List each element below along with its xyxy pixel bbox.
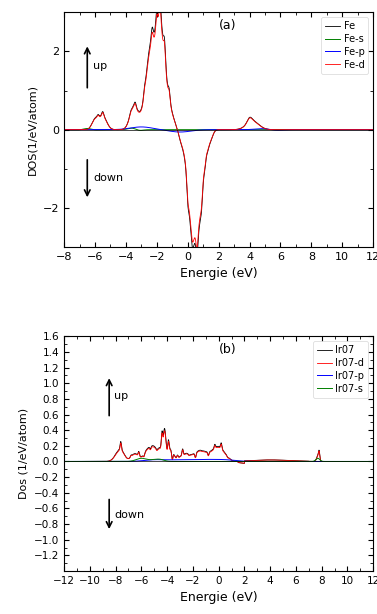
- Ir07-d: [133, 451, 138, 458]
- Ir07-d: [62, 458, 66, 465]
- Ir07-d: [369, 458, 373, 465]
- Fe-d: [316, 126, 321, 133]
- Fe-d: [180, 143, 184, 150]
- Fe-d: [293, 126, 297, 133]
- Y-axis label: DOS(1/eV/atom): DOS(1/eV/atom): [27, 84, 37, 175]
- Ir07: [369, 458, 373, 465]
- Ir07-s: [371, 458, 375, 465]
- Legend: Ir07, Ir07-d, Ir07-p, Ir07-s: Ir07, Ir07-d, Ir07-p, Ir07-s: [313, 341, 368, 398]
- Fe-s: [247, 126, 252, 133]
- Ir07: [62, 458, 66, 465]
- Ir07-s: [62, 458, 66, 465]
- Ir07-p: [369, 458, 373, 465]
- Ir07: [201, 447, 205, 454]
- Ir07-p: [137, 457, 141, 465]
- Fe-d: [158, 1, 162, 8]
- Fe: [371, 126, 375, 133]
- Ir07-p: [62, 458, 66, 465]
- Fe-s: [62, 126, 66, 133]
- Fe-p: [316, 126, 321, 133]
- Ir07-p: [371, 458, 375, 465]
- Ir07-s: [133, 456, 138, 464]
- Line: Fe-d: Fe-d: [64, 4, 373, 249]
- Line: Ir07-p: Ir07-p: [64, 459, 373, 462]
- Fe-p: [371, 126, 375, 133]
- Fe: [263, 125, 268, 132]
- Fe-p: [139, 123, 144, 131]
- Fe-d: [263, 125, 268, 133]
- Text: (a): (a): [219, 19, 236, 33]
- Fe-s: [180, 126, 185, 133]
- Ir07-s: [137, 455, 141, 462]
- Fe-p: [247, 126, 252, 133]
- Ir07: [162, 425, 167, 432]
- Fe-d: [118, 126, 123, 133]
- Fe-s: [263, 126, 268, 133]
- Ir07-d: [242, 459, 247, 467]
- Ir07-d: [201, 448, 205, 455]
- Fe-s: [138, 126, 143, 134]
- Fe: [195, 252, 199, 260]
- Fe: [118, 126, 123, 133]
- Ir07: [178, 453, 183, 460]
- Fe-p: [118, 126, 123, 133]
- Fe-s: [293, 126, 297, 133]
- Text: up: up: [114, 391, 129, 401]
- Fe: [247, 114, 252, 121]
- Line: Fe-p: Fe-p: [64, 127, 373, 132]
- Ir07: [137, 448, 141, 456]
- Legend: Fe, Fe-s, Fe-p, Fe-d: Fe, Fe-s, Fe-p, Fe-d: [321, 17, 368, 74]
- X-axis label: Energie (eV): Energie (eV): [180, 591, 257, 604]
- Line: Ir07-s: Ir07-s: [64, 458, 373, 462]
- Fe-s: [129, 125, 134, 132]
- Ir07-p: [208, 456, 212, 463]
- Fe-s: [316, 126, 321, 133]
- Fe-p: [293, 126, 297, 133]
- Text: (b): (b): [219, 343, 236, 356]
- Ir07: [371, 458, 375, 465]
- Ir07-p: [133, 457, 138, 465]
- Y-axis label: Dos (1/eV/atom): Dos (1/eV/atom): [18, 408, 28, 499]
- Ir07: [242, 460, 247, 467]
- X-axis label: Energie (eV): Energie (eV): [180, 268, 257, 281]
- Fe-p: [178, 128, 182, 136]
- Fe: [293, 126, 297, 133]
- Fe-s: [118, 126, 123, 133]
- Ir07: [133, 450, 138, 457]
- Text: down: down: [93, 173, 124, 182]
- Fe-s: [371, 126, 375, 133]
- Ir07-s: [135, 456, 140, 463]
- Fe: [180, 144, 184, 152]
- Ir07-p: [135, 457, 140, 465]
- Line: Fe-s: Fe-s: [64, 128, 373, 130]
- Line: Fe: Fe: [64, 0, 373, 256]
- Line: Ir07: Ir07: [64, 429, 373, 464]
- Ir07-d: [178, 453, 183, 460]
- Ir07-d: [135, 451, 140, 459]
- Fe-d: [195, 246, 199, 253]
- Text: down: down: [114, 510, 144, 520]
- Fe-d: [371, 126, 375, 133]
- Fe: [62, 126, 66, 133]
- Fe-p: [180, 128, 185, 136]
- Fe-p: [62, 126, 66, 133]
- Text: up: up: [93, 61, 107, 71]
- Ir07-s: [369, 458, 373, 465]
- Ir07-d: [371, 458, 375, 465]
- Fe: [316, 126, 321, 133]
- Ir07-p: [200, 456, 205, 463]
- Fe-d: [62, 126, 66, 133]
- Line: Ir07-d: Ir07-d: [64, 431, 373, 463]
- Fe-d: [247, 114, 252, 122]
- Ir07-s: [178, 458, 183, 465]
- Ir07-p: [178, 456, 183, 464]
- Ir07-s: [201, 458, 205, 465]
- Fe: [158, 0, 162, 1]
- Ir07-d: [137, 449, 141, 457]
- Ir07-s: [139, 454, 144, 462]
- Fe-p: [263, 125, 268, 133]
- Ir07: [135, 451, 140, 458]
- Ir07-d: [162, 427, 167, 435]
